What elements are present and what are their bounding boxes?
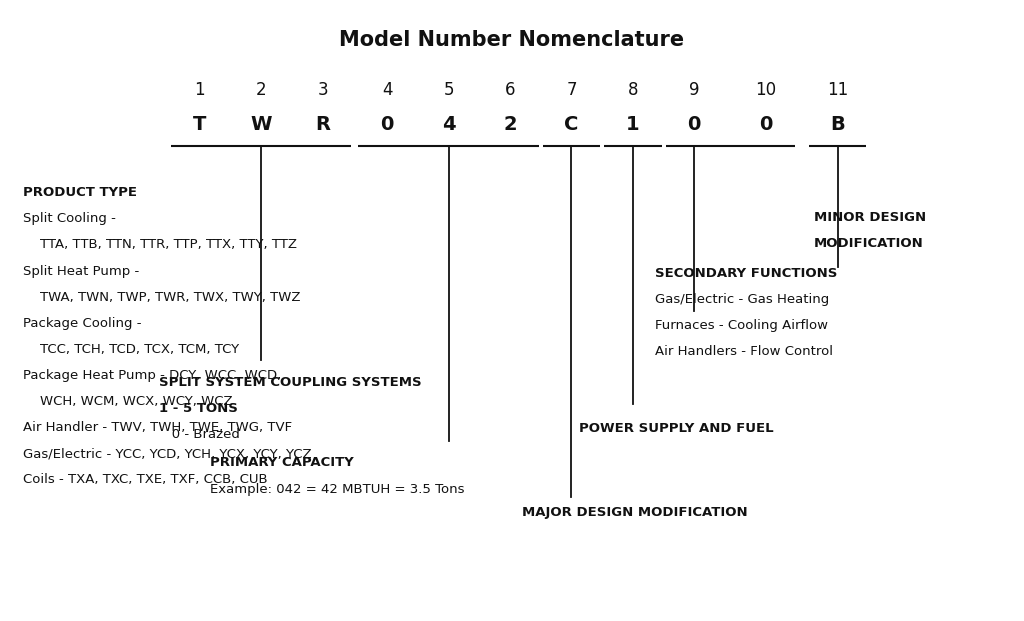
Text: Split Cooling -: Split Cooling - xyxy=(23,212,116,225)
Text: 0: 0 xyxy=(759,115,773,134)
Text: Gas/Electric - Gas Heating: Gas/Electric - Gas Heating xyxy=(655,293,829,306)
Text: Gas/Electric - YCC, YCD, YCH, YCX, YCY, YCZ: Gas/Electric - YCC, YCD, YCH, YCX, YCY, … xyxy=(23,447,311,460)
Text: POWER SUPPLY AND FUEL: POWER SUPPLY AND FUEL xyxy=(579,422,773,435)
Text: R: R xyxy=(315,115,330,134)
Text: MAJOR DESIGN MODIFICATION: MAJOR DESIGN MODIFICATION xyxy=(522,506,748,519)
Text: TCC, TCH, TCD, TCX, TCM, TCY: TCC, TCH, TCD, TCX, TCM, TCY xyxy=(23,343,239,356)
Text: Example: 042 = 42 MBTUH = 3.5 Tons: Example: 042 = 42 MBTUH = 3.5 Tons xyxy=(210,483,465,496)
Text: 3: 3 xyxy=(317,81,328,99)
Text: C: C xyxy=(564,115,579,134)
Text: 4: 4 xyxy=(441,115,456,134)
Text: T: T xyxy=(193,115,207,134)
Text: 1: 1 xyxy=(626,115,640,134)
Text: B: B xyxy=(830,115,845,134)
Text: 10: 10 xyxy=(756,81,776,99)
Text: Furnaces - Cooling Airflow: Furnaces - Cooling Airflow xyxy=(655,319,828,332)
Text: WCH, WCM, WCX, WCY, WCZ: WCH, WCM, WCX, WCY, WCZ xyxy=(23,395,232,408)
Text: Air Handler - TWV, TWH, TWE, TWG, TVF: Air Handler - TWV, TWH, TWE, TWG, TVF xyxy=(23,421,292,434)
Text: 0 - Brazed: 0 - Brazed xyxy=(159,428,240,441)
Text: SPLIT SYSTEM COUPLING SYSTEMS: SPLIT SYSTEM COUPLING SYSTEMS xyxy=(159,376,421,389)
Text: 4: 4 xyxy=(382,81,392,99)
Text: PRODUCT TYPE: PRODUCT TYPE xyxy=(23,186,136,199)
Text: Coils - TXA, TXC, TXE, TXF, CCB, CUB: Coils - TXA, TXC, TXE, TXF, CCB, CUB xyxy=(23,473,267,486)
Text: Model Number Nomenclature: Model Number Nomenclature xyxy=(339,30,685,50)
Text: Split Heat Pump -: Split Heat Pump - xyxy=(23,265,139,278)
Text: 5: 5 xyxy=(443,81,454,99)
Text: 2: 2 xyxy=(256,81,266,99)
Text: 8: 8 xyxy=(628,81,638,99)
Text: 9: 9 xyxy=(689,81,699,99)
Text: MODIFICATION: MODIFICATION xyxy=(814,237,924,250)
Text: TWA, TWN, TWP, TWR, TWX, TWY, TWZ: TWA, TWN, TWP, TWR, TWX, TWY, TWZ xyxy=(23,291,300,304)
Text: 7: 7 xyxy=(566,81,577,99)
Text: Package Heat Pump - DCY, WCC, WCD,: Package Heat Pump - DCY, WCC, WCD, xyxy=(23,369,281,382)
Text: PRIMARY CAPACITY: PRIMARY CAPACITY xyxy=(210,456,353,469)
Text: 2: 2 xyxy=(503,115,517,134)
Text: W: W xyxy=(251,115,271,134)
Text: 1: 1 xyxy=(195,81,205,99)
Text: 0: 0 xyxy=(380,115,394,134)
Text: Air Handlers - Flow Control: Air Handlers - Flow Control xyxy=(655,345,834,358)
Text: 6: 6 xyxy=(505,81,515,99)
Text: SECONDARY FUNCTIONS: SECONDARY FUNCTIONS xyxy=(655,267,838,280)
Text: TTA, TTB, TTN, TTR, TTP, TTX, TTY, TTZ: TTA, TTB, TTN, TTR, TTP, TTX, TTY, TTZ xyxy=(23,238,297,252)
Text: 1 - 5 TONS: 1 - 5 TONS xyxy=(159,402,238,415)
Text: Package Cooling -: Package Cooling - xyxy=(23,317,141,330)
Text: 0: 0 xyxy=(687,115,701,134)
Text: MINOR DESIGN: MINOR DESIGN xyxy=(814,211,926,224)
Text: 11: 11 xyxy=(827,81,848,99)
